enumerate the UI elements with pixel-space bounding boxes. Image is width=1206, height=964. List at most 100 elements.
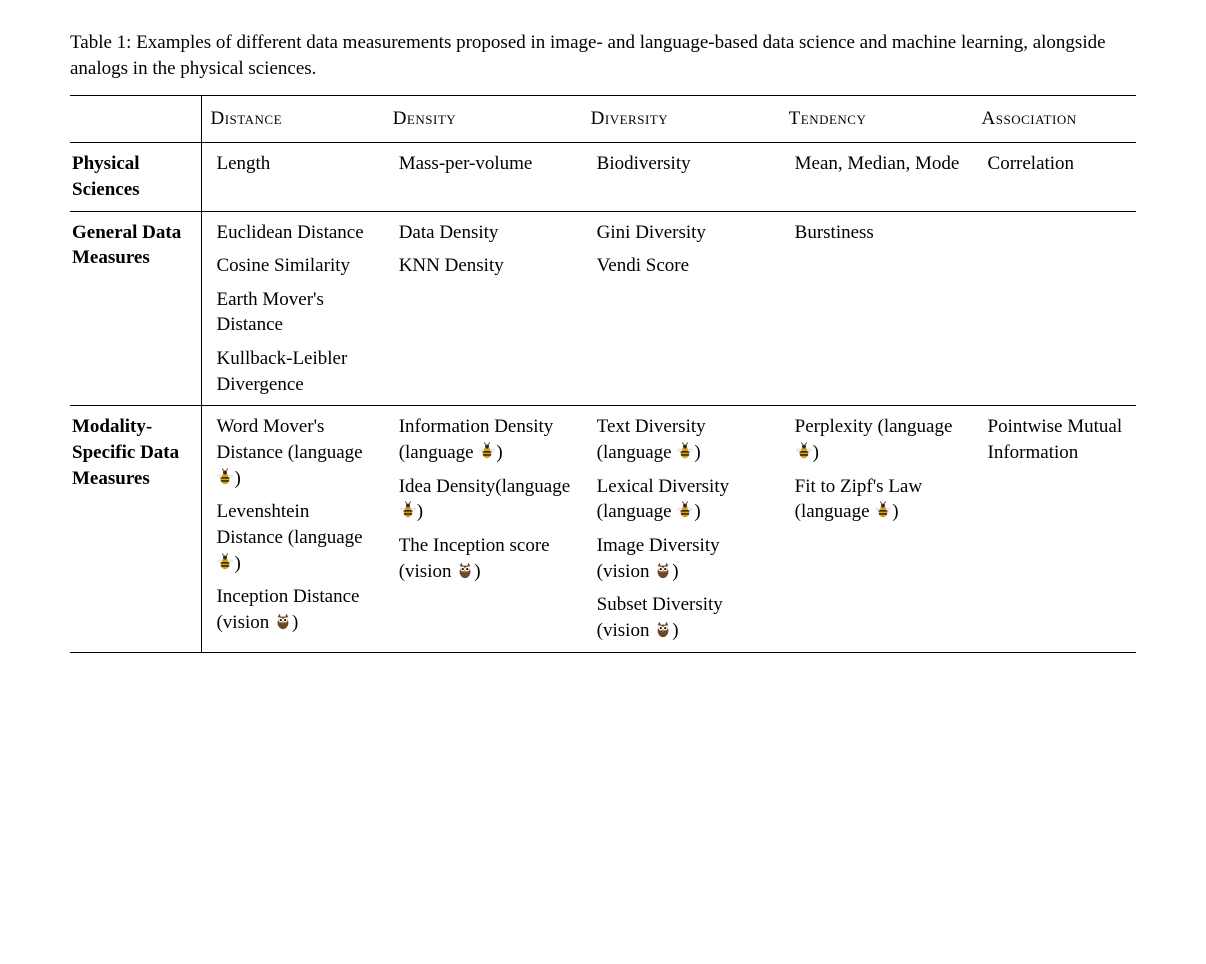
measure-text: Correlation <box>988 153 1075 174</box>
table-cell: Gini Diversity Vendi Score <box>583 211 781 406</box>
measure-text: Gini Diversity <box>597 222 706 243</box>
measure-entry: Vendi Score <box>597 253 773 279</box>
table-cell: Word Mover's Distance (language ) Levensh… <box>202 406 385 652</box>
modality-tag: language <box>603 501 672 522</box>
column-header: Diversity <box>583 96 781 143</box>
measure-entry: Burstiness <box>795 220 966 246</box>
measure-entry: Data Density <box>399 220 575 246</box>
measure-entry: Mean, Median, Mode <box>795 151 966 177</box>
table-cell: Perplexity (language ) Fit to Zipf's Law … <box>781 406 974 652</box>
measure-entry: Pointwise Mutual Information <box>988 414 1128 465</box>
row-header: Physical Sciences <box>70 143 202 211</box>
modality-tag: language <box>405 442 474 463</box>
measure-text: Perplexity <box>795 416 873 437</box>
measure-text: Subset Diversity <box>597 594 723 615</box>
bee-icon <box>795 442 813 460</box>
measure-entry: Information Density (language ) <box>399 414 575 465</box>
modality-tag: language <box>603 442 672 463</box>
modality-tag: vision <box>603 620 649 641</box>
bee-icon <box>676 442 694 460</box>
measure-entry: Subset Diversity (vision ) <box>597 592 773 643</box>
table-cell: Mean, Median, Mode <box>781 143 974 211</box>
table-cell: Data Density KNN Density <box>385 211 583 406</box>
measure-entry: Inception Distance (vision ) <box>216 584 376 635</box>
measure-entry: Mass-per-volume <box>399 151 575 177</box>
measure-text: Information Density <box>399 416 554 437</box>
table-cell: Euclidean Distance Cosine Similarity Earth… <box>202 211 385 406</box>
measure-text: Inception Distance <box>216 586 359 607</box>
modality-tag: language <box>294 527 363 548</box>
column-header: Association <box>974 96 1136 143</box>
measure-entry: Fit to Zipf's Law (language ) <box>795 474 966 525</box>
table-cell: Biodiversity <box>583 143 781 211</box>
measure-entry: Cosine Similarity <box>216 253 376 279</box>
bee-icon <box>216 468 234 486</box>
measure-entry: Image Diversity (vision ) <box>597 533 773 584</box>
measure-entry: Correlation <box>988 151 1128 177</box>
measure-text: Mean, Median, Mode <box>795 153 960 174</box>
measure-entry: Earth Mover's Distance <box>216 287 376 338</box>
measure-text: Euclidean Distance <box>216 222 363 243</box>
measure-text: The Inception score <box>399 535 550 556</box>
bee-icon <box>478 442 496 460</box>
measure-text: Mass-per-volume <box>399 153 533 174</box>
table-cell: Text Diversity (language ) Lexical Divers… <box>583 406 781 652</box>
measure-entry: Biodiversity <box>597 151 773 177</box>
measure-text: Lexical Diversity <box>597 476 729 497</box>
modality-tag: vision <box>603 561 649 582</box>
column-header-blank <box>70 96 202 143</box>
modality-tag: language <box>294 442 363 463</box>
modality-tag: vision <box>223 612 269 633</box>
measure-text: Length <box>216 153 270 174</box>
measure-entry: Length <box>216 151 376 177</box>
bee-icon <box>676 501 694 519</box>
measure-text: Earth Mover's Distance <box>216 289 323 336</box>
measure-entry: Levenshtein Distance (language ) <box>216 499 376 576</box>
row-header: Modality-Specific Data Measures <box>70 406 202 652</box>
owl-icon <box>654 561 672 579</box>
bee-icon <box>874 501 892 519</box>
measure-entry: The Inception score (vision ) <box>399 533 575 584</box>
measure-text: Cosine Similarity <box>216 255 350 276</box>
column-header: Density <box>385 96 583 143</box>
modality-tag: language <box>502 476 571 497</box>
owl-icon <box>456 561 474 579</box>
measure-text: Fit to Zipf's Law <box>795 476 922 497</box>
table-cell: Length <box>202 143 385 211</box>
measure-entry: Lexical Diversity (language ) <box>597 474 773 525</box>
measure-text: Pointwise Mutual Information <box>988 416 1123 463</box>
measure-entry: Word Mover's Distance (language ) <box>216 414 376 491</box>
measure-entry: Kullback-Leibler Divergence <box>216 346 376 397</box>
modality-tag: vision <box>405 561 451 582</box>
table-cell: Burstiness <box>781 211 974 406</box>
modality-tag: language <box>801 501 870 522</box>
table-cell: Information Density (language ) Idea Dens… <box>385 406 583 652</box>
table-caption: Table 1: Examples of different data meas… <box>70 30 1136 81</box>
table-cell: Pointwise Mutual Information <box>974 406 1136 652</box>
measure-text: Vendi Score <box>597 255 689 276</box>
measure-text: Image Diversity <box>597 535 720 556</box>
measure-entry: Perplexity (language ) <box>795 414 966 465</box>
modality-tag: language <box>884 416 953 437</box>
owl-icon <box>274 612 292 630</box>
table-cell: Mass-per-volume <box>385 143 583 211</box>
measure-text: Data Density <box>399 222 499 243</box>
table-cell: Correlation <box>974 143 1136 211</box>
column-header: Tendency <box>781 96 974 143</box>
bee-icon <box>399 501 417 519</box>
data-measurements-table: DistanceDensityDiversityTendencyAssociat… <box>70 95 1136 652</box>
measure-entry: KNN Density <box>399 253 575 279</box>
measure-text: Text Diversity <box>597 416 706 437</box>
measure-text: Kullback-Leibler Divergence <box>216 348 347 395</box>
owl-icon <box>654 620 672 638</box>
measure-text: Biodiversity <box>597 153 691 174</box>
measure-entry: Text Diversity (language ) <box>597 414 773 465</box>
measure-entry: Euclidean Distance <box>216 220 376 246</box>
measure-entry: Gini Diversity <box>597 220 773 246</box>
table-cell <box>974 211 1136 406</box>
measure-text: Burstiness <box>795 222 874 243</box>
measure-text: Idea Density <box>399 476 496 497</box>
measure-entry: Idea Density(language ) <box>399 474 575 525</box>
bee-icon <box>216 553 234 571</box>
measure-text: KNN Density <box>399 255 504 276</box>
